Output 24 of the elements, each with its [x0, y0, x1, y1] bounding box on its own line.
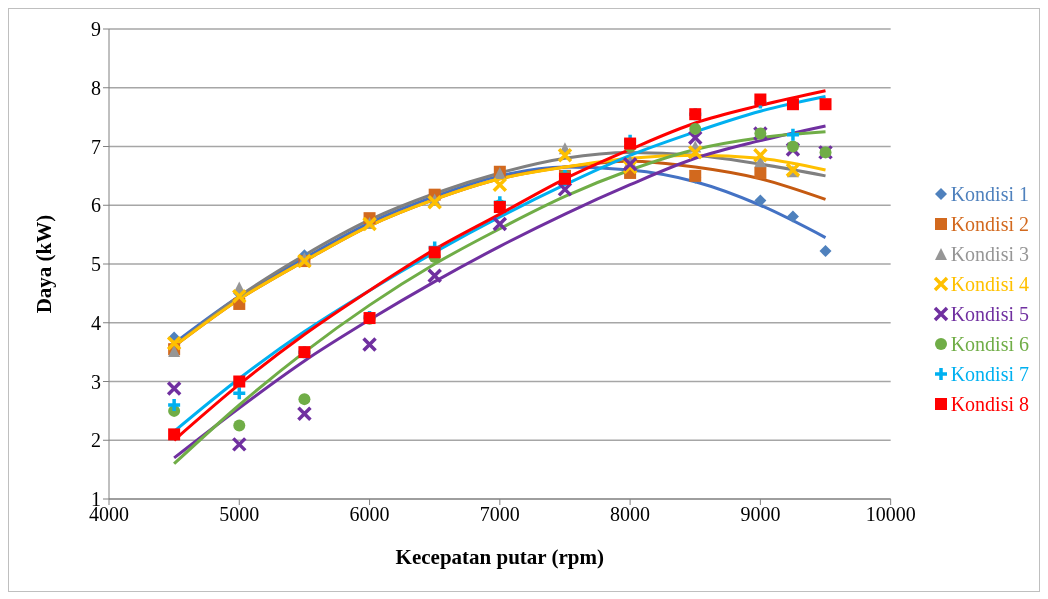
x-tick-label: 8000 [610, 503, 651, 526]
y-tick-label: 3 [91, 370, 101, 393]
legend-label: Kondisi 8 [950, 392, 1029, 416]
y-tick-label: 4 [91, 311, 101, 334]
x-tick-label: 10000 [865, 503, 916, 526]
legend-label: Kondisi 2 [950, 212, 1029, 236]
legend-label: Kondisi 6 [950, 332, 1029, 356]
x-tick-label: 9000 [740, 503, 781, 526]
y-tick-label: 9 [91, 18, 101, 41]
legend-label: Kondisi 4 [950, 272, 1029, 296]
legend-label: Kondisi 3 [950, 242, 1029, 266]
legend-label: Kondisi 1 [950, 182, 1029, 206]
x-tick-label: 5000 [219, 503, 260, 526]
y-tick-label: 6 [91, 194, 101, 217]
y-tick-label: 7 [91, 135, 101, 158]
y-tick-label: 2 [91, 429, 101, 452]
x-tick-label: 7000 [479, 503, 520, 526]
y-tick-label: 5 [91, 253, 101, 276]
y-tick-label: 8 [91, 76, 101, 99]
legend-label: Kondisi 7 [950, 362, 1029, 386]
y-axis-title: Daya (kW) [32, 214, 57, 314]
x-axis-title: Kecepatan putar (rpm) [395, 545, 605, 569]
legend-label: Kondisi 5 [950, 302, 1029, 326]
x-tick-label: 6000 [349, 503, 390, 526]
